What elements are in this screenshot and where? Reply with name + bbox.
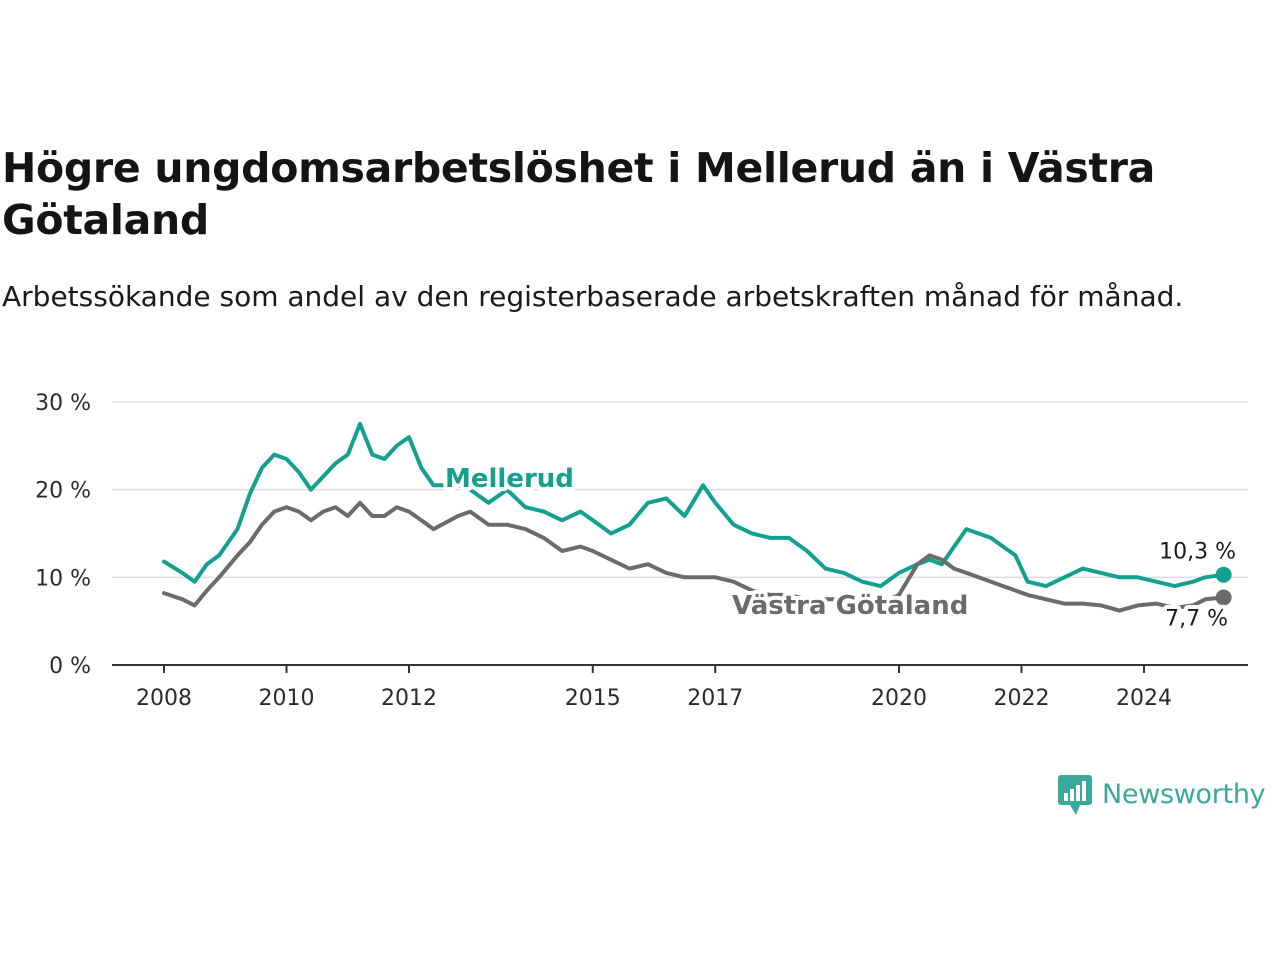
series-line-vastra-gotaland: [162, 500, 1226, 613]
x-tick-label: 2015: [565, 686, 621, 711]
newsworthy-logo: Newsworthy: [1058, 770, 1266, 818]
series-labels: Mellerud Västra Götaland 10,3 % 7,7 %: [441, 460, 1240, 635]
end-point-mellerud: [1215, 566, 1232, 583]
x-tick-label: 2010: [259, 686, 315, 711]
series-lines: [162, 421, 1232, 613]
x-tick-label: 2017: [687, 686, 743, 711]
x-tick-label: 2020: [871, 686, 927, 711]
x-tick-label: 2012: [381, 686, 437, 711]
x-tick-label: 2024: [1116, 686, 1172, 711]
newsworthy-logo-text: Newsworthy: [1102, 778, 1266, 810]
end-label-mellerud: 10,3 %: [1159, 540, 1236, 565]
chart-title: Högre ungdomsarbetslöshet i Mellerud än …: [2, 144, 1156, 244]
x-axis-ticks: 2008 2010 2012 2015 2017 2020 2022 2024: [136, 665, 1172, 711]
series-line-mellerud: [162, 421, 1226, 589]
series-label-vastra-gotaland: Västra Götaland: [732, 591, 968, 621]
gridlines: [112, 401, 1248, 666]
x-tick-label: 2022: [994, 686, 1050, 711]
newsworthy-logo-icon: [1058, 775, 1092, 815]
y-tick-label: 30 %: [35, 391, 91, 416]
y-tick-label: 20 %: [35, 479, 91, 504]
y-tick-label: 0 %: [49, 654, 91, 679]
line-chart: 0 % 10 % 20 % 30 % 2008 2010 2012 2015 2017 2020…: [35, 391, 1248, 711]
end-point-vastra-gotaland: [1215, 589, 1232, 606]
chart-subtitle: Arbetssökande som andel av den registerb…: [2, 280, 1184, 313]
x-tick-label: 2008: [136, 686, 192, 711]
series-label-mellerud: Mellerud: [445, 464, 574, 494]
y-tick-label: 10 %: [35, 566, 91, 591]
y-axis-ticks: 0 % 10 % 20 % 30 %: [35, 391, 91, 679]
end-label-vastra-gotaland: 7,7 %: [1165, 606, 1228, 631]
